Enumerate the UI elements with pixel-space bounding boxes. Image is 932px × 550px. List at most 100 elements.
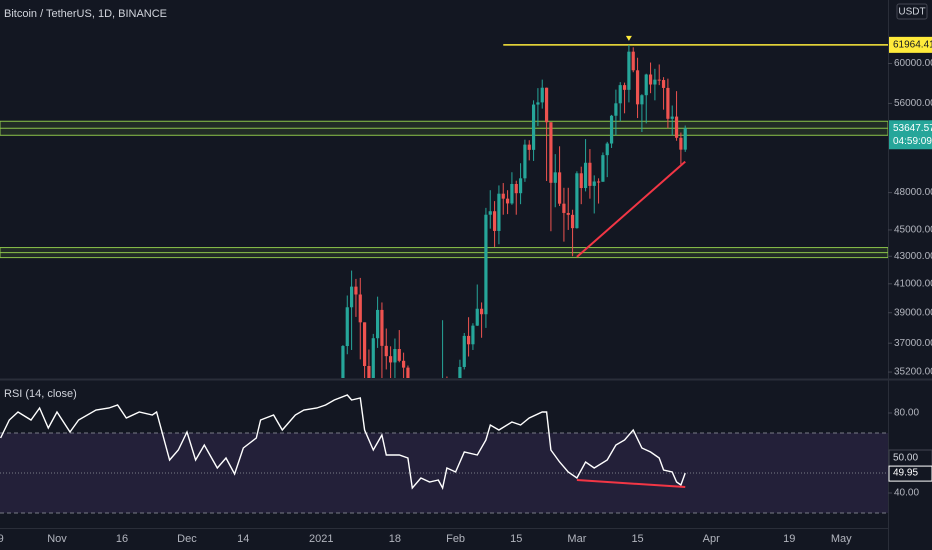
candle-body [648, 74, 653, 85]
candle-body [514, 183, 518, 194]
x-tick-label: May [831, 533, 852, 545]
y-tick-label: 43000.00 [894, 251, 932, 262]
candle-body [380, 309, 384, 346]
candle-body [406, 367, 410, 378]
candle-body [505, 198, 510, 204]
candle-body [501, 193, 505, 199]
candle-body [466, 335, 471, 345]
candle-body [553, 172, 557, 183]
candle-body [393, 349, 397, 363]
candle-body [488, 211, 492, 215]
x-tick-label: 9 [0, 533, 4, 545]
x-tick-label: 15 [631, 533, 643, 545]
candle-body [670, 116, 674, 119]
rsi-title: RSI (14, close) [4, 388, 77, 400]
horizontal-line-label-box [889, 36, 932, 53]
y-tick-label: 56000.00 [894, 98, 932, 109]
candle-body [622, 85, 627, 90]
candle-body [363, 322, 367, 367]
candle-body [518, 178, 523, 194]
candle-body [661, 80, 666, 88]
candle-body [350, 286, 354, 308]
x-tick-label: Nov [47, 533, 67, 545]
candle-body [640, 95, 644, 105]
y-tick-label: 39000.00 [894, 307, 932, 318]
candle-body [462, 335, 466, 367]
candle-body [601, 155, 605, 182]
candle-body [384, 345, 388, 357]
candle-body [531, 104, 536, 150]
candle-body [627, 51, 631, 90]
candle-body [566, 212, 570, 215]
candle-body [401, 360, 406, 368]
y-tick-label: 35200.00 [894, 367, 932, 378]
y-tick-label: 41000.00 [894, 278, 932, 289]
candle-body [679, 137, 683, 150]
rsi-pane [0, 394, 888, 514]
candle-body [683, 128, 687, 150]
candle-body [592, 181, 596, 186]
x-tick-label: Apr [703, 533, 720, 545]
candle-body [475, 308, 479, 326]
candle-body [579, 173, 583, 189]
x-tick-label: Mar [567, 533, 586, 545]
candle-body [588, 162, 592, 186]
candle-body [479, 308, 484, 315]
candle-body [583, 162, 588, 189]
x-tick-label: 14 [237, 533, 249, 545]
last-price-box [889, 120, 932, 150]
axes: 9 Nov 16 Dec 14 2021 18 Feb 15 Mar 15 Apr 19 May 35200… [0, 36, 932, 545]
candle-body [376, 309, 380, 339]
candle-body [635, 70, 640, 105]
y-tick-label: 45000.00 [894, 225, 932, 236]
currency: USDT [898, 7, 925, 18]
candle-body [397, 349, 401, 361]
rsi-line [0, 394, 686, 491]
candle-body [557, 172, 562, 204]
candle-body [605, 143, 609, 156]
candle-body [653, 79, 657, 85]
candle-body [458, 366, 462, 378]
candle-body [614, 103, 618, 116]
candle-body [471, 325, 475, 345]
x-tick-label: 18 [389, 533, 401, 545]
rsi-last-label: 49.95 [893, 468, 918, 479]
candle-body [562, 203, 566, 213]
candle-body [657, 79, 661, 81]
candle-body [341, 346, 345, 378]
candle-body [596, 181, 601, 183]
candle-body [674, 116, 679, 138]
rsi-y-tick-label: 40.00 [894, 488, 919, 499]
candle-body [540, 87, 544, 103]
x-tick-label: 16 [116, 533, 128, 545]
candle-body [354, 286, 358, 295]
peak-marker [625, 35, 632, 41]
candle-body [358, 294, 362, 323]
candle-body [510, 183, 514, 204]
rsi-middle-label: 50.00 [893, 453, 918, 464]
candle-body [484, 214, 488, 315]
candle-body [609, 115, 614, 144]
trendline [576, 160, 686, 258]
price-pane [0, 35, 888, 378]
rsi-trendline [576, 479, 686, 488]
candle-body [549, 122, 553, 183]
candle-body [644, 74, 648, 96]
candle-body [631, 51, 635, 71]
horizontal-line-label: 61964.41 [893, 40, 932, 51]
candle-body [367, 366, 371, 378]
last-price-label: 53647.57 [893, 123, 932, 134]
candle-body [523, 144, 527, 179]
candle-body [666, 87, 670, 119]
candle-body [492, 211, 497, 231]
x-tick-label: 2021 [309, 533, 333, 545]
rsi-last-box [888, 465, 932, 482]
symbol-title: Bitcoin / TetherUS, 1D, BINANCE [4, 8, 167, 20]
candle-body [371, 338, 375, 378]
x-tick-label: Feb [446, 533, 465, 545]
y-tick-label: 48000.00 [894, 187, 932, 198]
candle-body [618, 85, 622, 104]
